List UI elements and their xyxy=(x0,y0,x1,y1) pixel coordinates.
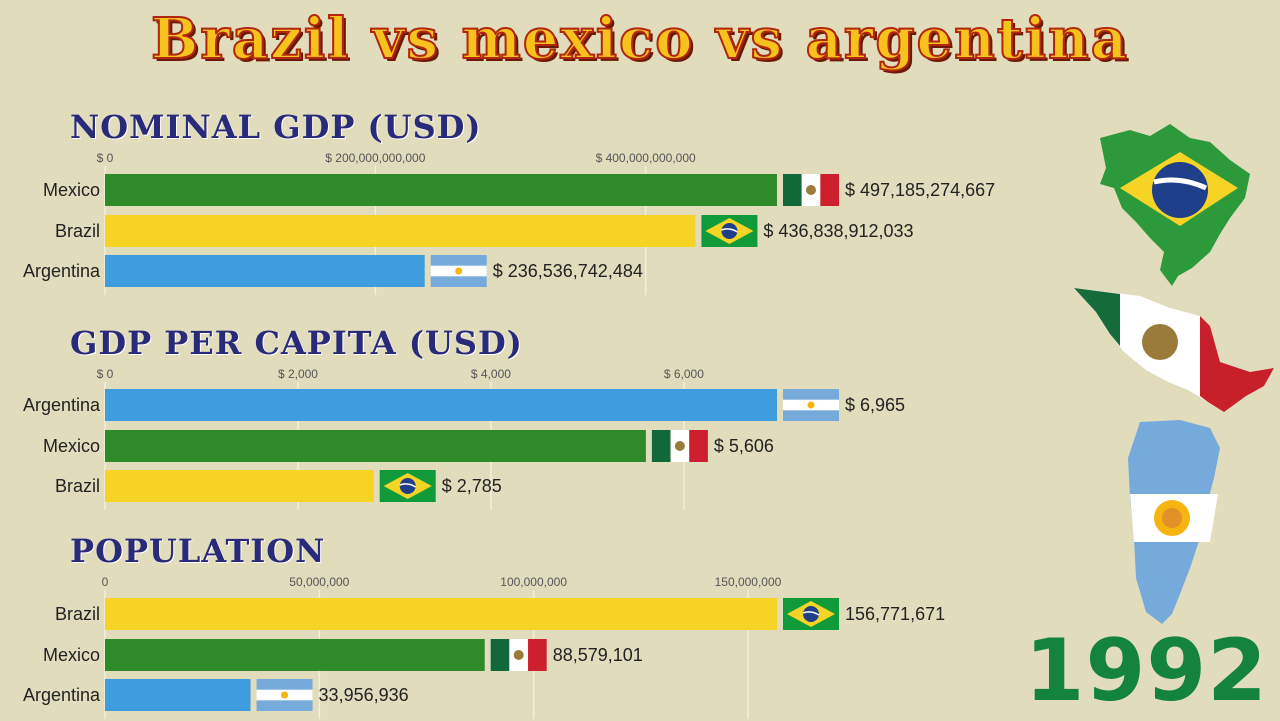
argentina-flag-icon xyxy=(256,679,313,711)
category-label: Argentina xyxy=(23,685,101,705)
axis-tick-label: $ 2,000 xyxy=(278,367,318,381)
axis-tick-label: 50,000,000 xyxy=(289,575,349,589)
section-title-gdp-per-capita: GDP PER CAPITA (USD) xyxy=(70,324,523,362)
axis-tick-label: $ 6,000 xyxy=(664,367,704,381)
axis-tick-label: $ 0 xyxy=(97,367,114,381)
section-title-nominal-gdp: NOMINAL GDP (USD) xyxy=(70,108,482,146)
value-label: $ 436,838,912,033 xyxy=(763,221,913,241)
bar-argentina xyxy=(105,679,251,711)
category-label: Mexico xyxy=(43,436,100,456)
bar-mexico xyxy=(105,174,777,206)
value-label: $ 6,965 xyxy=(845,395,905,415)
bar-charts: $ 0 $ 200,000,000,000 $ 400,000,000,000 Mex… xyxy=(23,151,995,719)
bar-mexico xyxy=(105,430,646,462)
brazil-flag-icon xyxy=(701,215,758,247)
axis-tick-label: $ 200,000,000,000 xyxy=(325,151,425,165)
value-label: $ 5,606 xyxy=(714,436,774,456)
brazil-flag-icon xyxy=(379,470,436,502)
value-label: $ 497,185,274,667 xyxy=(845,180,995,200)
bar-brazil xyxy=(105,598,777,630)
value-label: $ 2,785 xyxy=(442,476,502,496)
category-label: Mexico xyxy=(43,645,100,665)
argentina-map-icon xyxy=(1128,420,1220,624)
category-label: Brazil xyxy=(55,476,100,496)
year-label: 1992 xyxy=(1024,621,1268,721)
category-label: Argentina xyxy=(23,395,101,415)
value-label: 33,956,936 xyxy=(319,685,409,705)
axis-tick-label: $ 400,000,000,000 xyxy=(596,151,696,165)
category-label: Brazil xyxy=(55,221,100,241)
mexico-flag-icon xyxy=(783,174,839,206)
category-label: Argentina xyxy=(23,261,101,281)
axis-tick-label: 150,000,000 xyxy=(715,575,782,589)
axis-tick-label: 100,000,000 xyxy=(500,575,567,589)
mexico-flag-icon xyxy=(651,430,708,462)
section-title-population: POPULATION xyxy=(70,532,326,570)
axis-tick-label: $ 0 xyxy=(97,151,114,165)
brazil-map-icon xyxy=(1100,124,1250,286)
category-label: Brazil xyxy=(55,604,100,624)
bar-argentina xyxy=(105,255,425,287)
value-label: 88,579,101 xyxy=(553,645,643,665)
mexico-flag-icon xyxy=(490,639,547,671)
bar-argentina xyxy=(105,389,777,421)
bar-mexico xyxy=(105,639,485,671)
country-maps xyxy=(1074,124,1274,624)
mexico-map-icon xyxy=(1074,288,1274,412)
value-label: 156,771,671 xyxy=(845,604,945,624)
category-label: Mexico xyxy=(43,180,100,200)
bar-brazil xyxy=(105,215,696,247)
argentina-flag-icon xyxy=(430,255,487,287)
brazil-flag-icon xyxy=(783,598,839,630)
bar-brazil xyxy=(105,470,374,502)
axis-tick-label: $ 4,000 xyxy=(471,367,511,381)
value-label: $ 236,536,742,484 xyxy=(493,261,643,281)
axis-tick-label: 0 xyxy=(102,575,109,589)
main-title: Brazil vs mexico vs argentina xyxy=(150,5,1129,73)
argentina-flag-icon xyxy=(783,389,839,421)
